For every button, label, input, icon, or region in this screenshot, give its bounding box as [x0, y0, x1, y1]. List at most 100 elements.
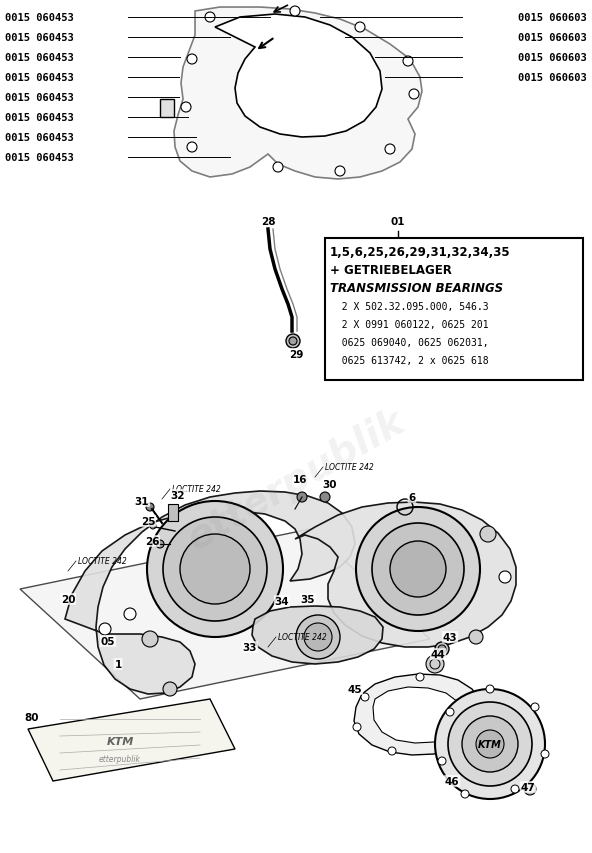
- Circle shape: [390, 542, 446, 597]
- Text: etterpublik: etterpublik: [181, 402, 411, 557]
- Text: 31: 31: [135, 496, 149, 507]
- Text: 2 X 0991 060122, 0625 201: 2 X 0991 060122, 0625 201: [330, 320, 488, 329]
- Text: 1: 1: [114, 659, 121, 670]
- Text: 2 X 502.32.095.000, 546.3: 2 X 502.32.095.000, 546.3: [330, 302, 488, 311]
- Circle shape: [524, 783, 536, 795]
- Circle shape: [468, 693, 476, 701]
- Circle shape: [304, 624, 332, 651]
- Text: 0015 060603: 0015 060603: [518, 53, 587, 63]
- Polygon shape: [373, 688, 463, 743]
- Text: 0625 069040, 0625 062031,: 0625 069040, 0625 062031,: [330, 338, 488, 347]
- Text: 45: 45: [348, 684, 362, 694]
- Text: 80: 80: [25, 712, 39, 722]
- Text: 0015 060603: 0015 060603: [518, 73, 587, 83]
- Text: 20: 20: [61, 595, 75, 604]
- Text: KTM: KTM: [107, 736, 134, 746]
- Circle shape: [296, 615, 340, 659]
- Circle shape: [462, 717, 518, 772]
- Circle shape: [511, 785, 519, 793]
- Circle shape: [320, 492, 330, 502]
- Circle shape: [163, 518, 267, 621]
- Circle shape: [476, 730, 484, 738]
- Circle shape: [142, 631, 158, 647]
- Text: 26: 26: [145, 537, 159, 547]
- Circle shape: [448, 702, 532, 786]
- Circle shape: [163, 682, 177, 696]
- Circle shape: [476, 730, 504, 758]
- Text: 43: 43: [443, 632, 457, 642]
- Circle shape: [180, 534, 250, 604]
- Circle shape: [446, 708, 454, 717]
- Circle shape: [181, 103, 191, 113]
- Circle shape: [187, 142, 197, 153]
- Text: 29: 29: [289, 350, 303, 360]
- Circle shape: [99, 624, 111, 635]
- Circle shape: [124, 608, 136, 620]
- Polygon shape: [65, 491, 355, 694]
- Text: 01: 01: [391, 217, 406, 227]
- Text: 0015 060453: 0015 060453: [5, 73, 74, 83]
- Text: 46: 46: [445, 776, 459, 786]
- Text: KTM: KTM: [478, 740, 502, 749]
- Polygon shape: [168, 504, 178, 521]
- Circle shape: [426, 655, 444, 673]
- Polygon shape: [215, 15, 382, 138]
- Circle shape: [461, 790, 469, 798]
- Text: 0015 060453: 0015 060453: [5, 93, 74, 103]
- Circle shape: [361, 693, 369, 701]
- Text: LOCTITE 242: LOCTITE 242: [278, 633, 327, 641]
- Polygon shape: [174, 8, 422, 180]
- Circle shape: [297, 492, 307, 502]
- Circle shape: [273, 163, 283, 173]
- Text: LOCTITE 242: LOCTITE 242: [325, 463, 374, 472]
- Text: 0015 060453: 0015 060453: [5, 153, 74, 163]
- Text: 0015 060453: 0015 060453: [5, 113, 74, 123]
- Polygon shape: [295, 502, 516, 647]
- Circle shape: [290, 7, 300, 17]
- Circle shape: [187, 55, 197, 65]
- Circle shape: [205, 13, 215, 23]
- Text: 0015 060453: 0015 060453: [5, 13, 74, 23]
- Circle shape: [335, 167, 345, 177]
- Circle shape: [372, 524, 464, 615]
- Polygon shape: [252, 606, 383, 664]
- Circle shape: [385, 145, 395, 154]
- Text: 47: 47: [520, 782, 535, 792]
- Circle shape: [416, 673, 424, 682]
- Text: 33: 33: [243, 642, 258, 653]
- Text: 32: 32: [170, 490, 185, 501]
- Text: 0015 060603: 0015 060603: [518, 33, 587, 43]
- Circle shape: [409, 90, 419, 100]
- Circle shape: [156, 540, 164, 548]
- Circle shape: [286, 334, 300, 349]
- Text: 25: 25: [141, 516, 155, 526]
- Circle shape: [353, 723, 361, 731]
- Polygon shape: [354, 674, 484, 755]
- Circle shape: [480, 526, 496, 543]
- Text: 0625 613742, 2 x 0625 618: 0625 613742, 2 x 0625 618: [330, 356, 488, 366]
- FancyBboxPatch shape: [325, 239, 583, 380]
- Circle shape: [446, 748, 454, 756]
- Text: 35: 35: [301, 595, 316, 604]
- Circle shape: [435, 642, 449, 656]
- Text: 05: 05: [101, 636, 115, 647]
- Polygon shape: [20, 530, 430, 699]
- Text: TRANSMISSION BEARINGS: TRANSMISSION BEARINGS: [330, 281, 503, 294]
- Circle shape: [403, 57, 413, 67]
- Text: 0015 060603: 0015 060603: [518, 13, 587, 23]
- Text: 6: 6: [408, 492, 416, 502]
- Circle shape: [146, 503, 154, 512]
- Text: 0015 060453: 0015 060453: [5, 53, 74, 63]
- Circle shape: [438, 645, 446, 653]
- Circle shape: [499, 572, 511, 583]
- Circle shape: [289, 338, 297, 345]
- Circle shape: [541, 750, 549, 758]
- Text: + GETRIEBELAGER: + GETRIEBELAGER: [330, 264, 452, 276]
- Circle shape: [356, 508, 480, 631]
- Polygon shape: [160, 100, 174, 118]
- Text: 0015 060453: 0015 060453: [5, 133, 74, 142]
- Text: 44: 44: [430, 649, 445, 659]
- Text: 1,5,6,25,26,29,31,32,34,35: 1,5,6,25,26,29,31,32,34,35: [330, 246, 511, 258]
- Circle shape: [147, 502, 283, 637]
- Circle shape: [486, 685, 494, 693]
